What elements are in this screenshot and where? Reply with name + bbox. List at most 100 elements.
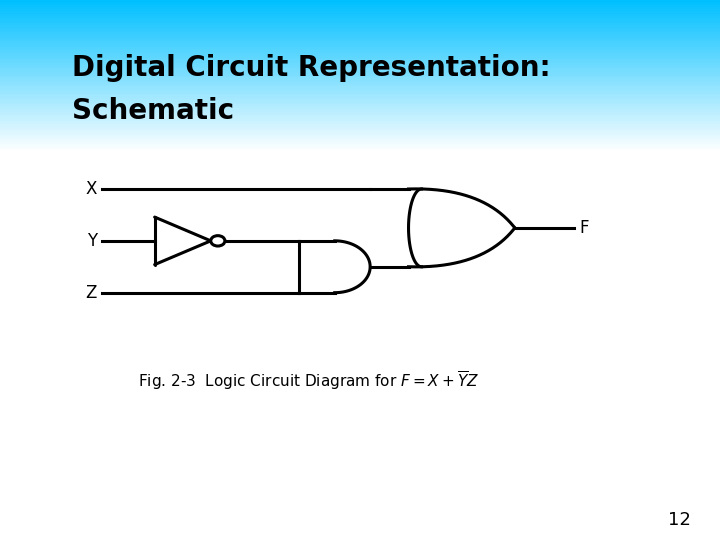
Bar: [0, 239, 720, 241]
Bar: [0, 488, 720, 490]
Bar: [0, 326, 720, 328]
Bar: [0, 137, 720, 139]
Bar: [0, 292, 720, 293]
Bar: [0, 412, 720, 414]
Bar: [0, 32, 720, 34]
Bar: [0, 12, 720, 15]
Bar: [0, 38, 720, 39]
Bar: [0, 536, 720, 538]
Bar: [0, 461, 720, 463]
Bar: [0, 437, 720, 439]
Bar: [0, 86, 720, 88]
Bar: [0, 317, 720, 319]
Bar: [0, 378, 720, 380]
Bar: [0, 120, 720, 123]
Bar: [0, 306, 720, 308]
Bar: [0, 211, 720, 212]
Bar: [0, 207, 720, 209]
Bar: [0, 232, 720, 234]
Bar: [0, 281, 720, 282]
Bar: [0, 538, 720, 540]
Bar: [0, 158, 720, 160]
Text: F: F: [580, 219, 589, 237]
Bar: [0, 11, 720, 12]
Bar: [0, 238, 720, 239]
Bar: [0, 293, 720, 295]
Bar: [0, 268, 720, 270]
Bar: [0, 285, 720, 286]
Bar: [0, 61, 720, 63]
Bar: [0, 189, 720, 191]
Bar: [0, 15, 720, 16]
Bar: [0, 169, 720, 171]
Bar: [0, 254, 720, 255]
Bar: [0, 167, 720, 169]
Bar: [0, 96, 720, 97]
Bar: [0, 147, 720, 150]
Bar: [0, 356, 720, 358]
Bar: [0, 414, 720, 416]
Bar: [0, 112, 720, 113]
Bar: [0, 358, 720, 360]
Bar: [0, 457, 720, 459]
Bar: [0, 270, 720, 272]
Bar: [0, 471, 720, 474]
Bar: [0, 225, 720, 227]
Bar: [0, 312, 720, 313]
Bar: [0, 351, 720, 353]
Bar: [0, 439, 720, 441]
Bar: [0, 432, 720, 434]
Bar: [0, 491, 720, 493]
Bar: [0, 297, 720, 299]
Bar: [0, 383, 720, 385]
Bar: [0, 131, 720, 133]
Bar: [0, 320, 720, 322]
Bar: [0, 421, 720, 423]
Bar: [0, 423, 720, 425]
Bar: [0, 403, 720, 405]
Bar: [0, 113, 720, 115]
Bar: [0, 20, 720, 22]
Bar: [0, 434, 720, 436]
Bar: [0, 54, 720, 56]
Bar: [0, 428, 720, 430]
Bar: [0, 528, 720, 529]
Bar: [0, 479, 720, 481]
Bar: [0, 252, 720, 254]
Bar: [0, 133, 720, 135]
Bar: [0, 77, 720, 79]
Bar: [0, 173, 720, 174]
Bar: [0, 178, 720, 180]
Bar: [0, 92, 720, 93]
Bar: [0, 309, 720, 312]
Bar: [0, 88, 720, 90]
Bar: [0, 81, 720, 83]
Bar: [0, 304, 720, 306]
Bar: [0, 363, 720, 366]
Bar: [0, 241, 720, 243]
Bar: [0, 410, 720, 412]
Bar: [0, 2, 720, 4]
Bar: [0, 394, 720, 396]
Bar: [0, 196, 720, 198]
Bar: [0, 187, 720, 189]
Bar: [0, 371, 720, 373]
Bar: [0, 130, 720, 131]
Bar: [0, 42, 720, 43]
Bar: [0, 407, 720, 409]
Bar: [0, 474, 720, 475]
Bar: [0, 274, 720, 275]
Bar: [0, 535, 720, 536]
Bar: [0, 72, 720, 74]
Bar: [0, 205, 720, 207]
Bar: [0, 157, 720, 158]
Bar: [0, 373, 720, 374]
Bar: [0, 349, 720, 351]
Text: Schematic: Schematic: [72, 97, 234, 125]
Bar: [0, 247, 720, 248]
Bar: [0, 34, 720, 36]
Bar: [0, 390, 720, 393]
Bar: [0, 214, 720, 216]
Bar: [0, 0, 720, 2]
Bar: [0, 490, 720, 491]
